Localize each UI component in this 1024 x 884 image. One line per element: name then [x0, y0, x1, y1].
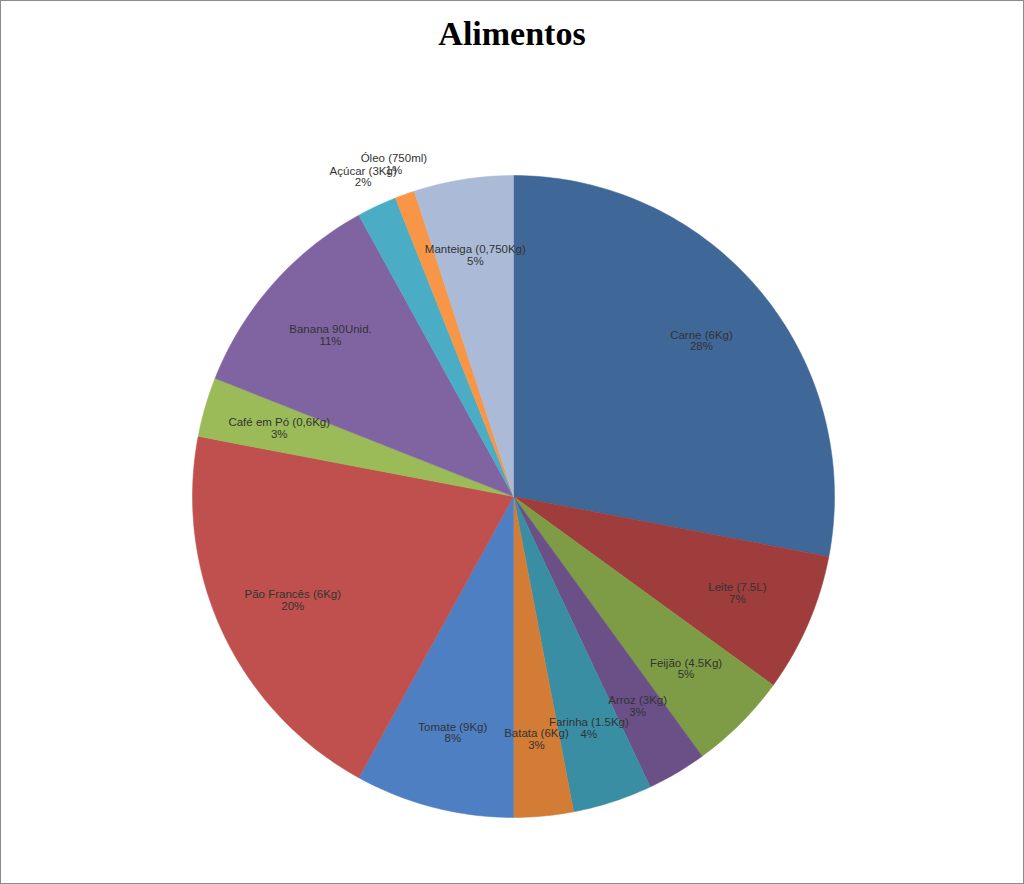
svg-text:Óleo (750ml)1%: Óleo (750ml)1%	[361, 152, 428, 176]
svg-text:Batata (6Kg)3%: Batata (6Kg)3%	[504, 727, 569, 751]
svg-text:Arroz (3Kg)3%: Arroz (3Kg)3%	[608, 694, 667, 718]
svg-text:Banana 90Unid.11%: Banana 90Unid.11%	[289, 323, 371, 347]
svg-text:Leite (7.5L)7%: Leite (7.5L)7%	[708, 581, 766, 605]
svg-text:Pão Francês (6Kg)20%: Pão Francês (6Kg)20%	[245, 588, 342, 612]
svg-text:Feijão (4.5Kg)5%: Feijão (4.5Kg)5%	[650, 657, 722, 681]
svg-text:Carne (6Kg)28%: Carne (6Kg)28%	[670, 329, 733, 353]
svg-text:Tomate (9Kg)8%: Tomate (9Kg)8%	[418, 721, 487, 745]
svg-text:Manteiga (0,750Kg)5%: Manteiga (0,750Kg)5%	[425, 243, 526, 267]
svg-text:Café em Pó (0,6Kg)3%: Café em Pó (0,6Kg)3%	[228, 416, 330, 440]
